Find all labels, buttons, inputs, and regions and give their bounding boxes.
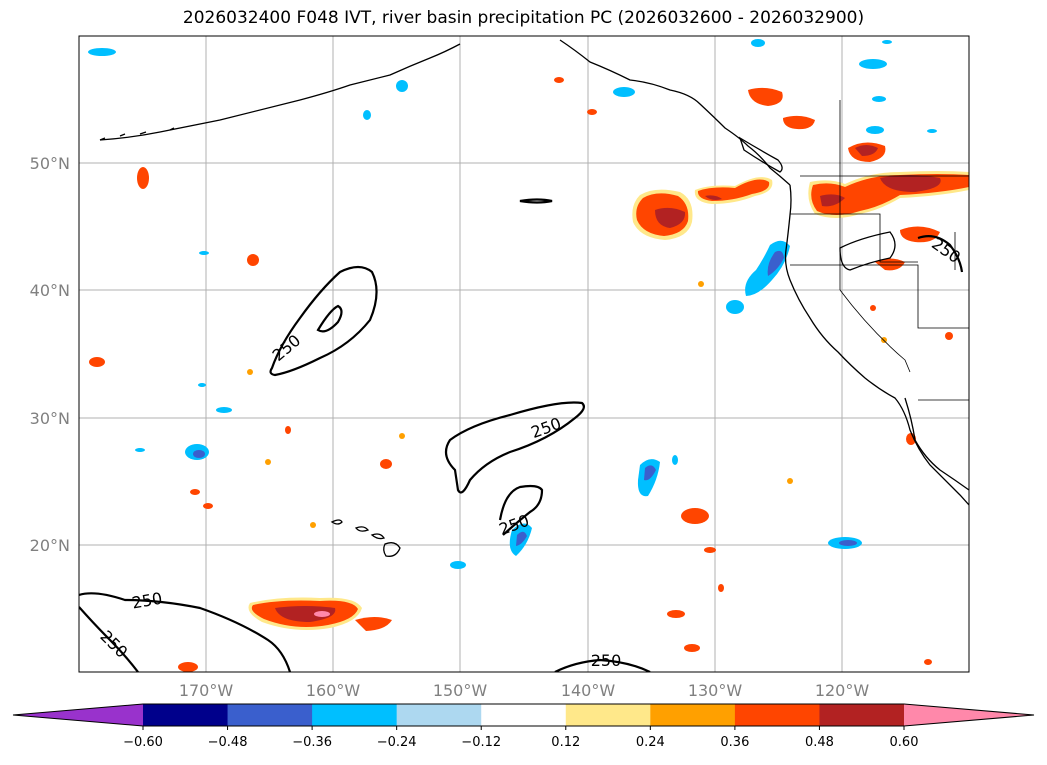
hawaii-big-island [383,542,401,557]
colorbar-tick-label: 0.48 [805,735,834,750]
boundary-ca-nv [839,289,911,373]
ivt-contour-southwest-2 [79,606,139,672]
ivt-contour-east [917,235,964,273]
colorbar-segment [396,704,482,726]
hawaii-maui [370,533,386,540]
colorbar-tick-label: −0.24 [377,735,417,750]
colorbar-tick-label: 0.12 [551,735,580,750]
boundary-or-ca [790,264,969,329]
negative-pc-areas [88,39,937,569]
colorbar-segment [312,704,398,726]
colorbar-segment [481,704,567,726]
interior-lake [839,231,896,271]
lat-label-40: 40°N [30,281,70,300]
baja-coast [904,397,969,491]
hawaii-oahu [354,526,370,532]
ivt-contour-southwest [79,592,292,672]
ivt-contours [79,198,964,672]
lat-label-20: 20°N [30,536,70,555]
colorbar-over-arrow [904,704,1034,726]
plot-background [79,36,969,672]
colorbar-under-arrow [13,704,143,726]
colorbar-tick-label: −0.36 [292,735,332,750]
colorbar-segment [650,704,736,726]
lon-label-120: 120°W [815,681,870,700]
coastlines [99,39,969,557]
vancouver-island [738,136,783,173]
boundary-wa-or [790,213,918,263]
colorbar-tick-label: 0.60 [890,735,919,750]
ivt-contour-north-inner [316,304,343,333]
lon-label-170: 170°W [179,681,234,700]
colorbar-tick-label: −0.12 [461,735,501,750]
colorbar-segment [819,704,905,726]
aleutians [99,127,175,141]
canada-coast [559,39,791,186]
lon-label-150: 150°W [433,681,488,700]
colorbar-segment [143,704,229,726]
boundaries [790,100,969,401]
colorbar-segments [143,704,905,726]
ivt-contour-central [444,401,585,494]
lat-label-50: 50°N [30,154,70,173]
colorbar-tick-label: 0.24 [636,735,665,750]
colorbar: −0.60 −0.48 −0.36 −0.24 −0.12 0.12 0.24 0.36 0.4… [12,703,1035,750]
contour-label-south: 250 [591,651,622,670]
hawaii-kauai [330,519,343,525]
ivt-contour-south [554,658,651,672]
colorbar-tick-label: −0.60 [123,735,163,750]
map-title: 2026032400 F048 IVT, river basin precipi… [182,8,865,28]
us-west-coast [784,184,969,506]
lon-label-130: 130°W [688,681,743,700]
lon-label-160: 160°W [306,681,361,700]
colorbar-segment [227,704,313,726]
alaska-coast [99,43,461,141]
plot-frame [78,35,970,673]
colorbar-ticks: −0.60 −0.48 −0.36 −0.24 −0.12 0.12 0.24 0.36 0.4… [123,726,918,750]
ivt-contour-north [269,265,378,377]
ivt-contour-small [519,198,553,204]
longitude-labels: 170°W 160°W 150°W 140°W 130°W 120°W [179,681,870,700]
colorbar-tick-label: 0.36 [720,735,749,750]
latitude-labels: 50°N 40°N 30°N 20°N [30,154,70,555]
ivt-contour-central-south [498,484,544,536]
lon-label-140: 140°W [561,681,616,700]
colorbar-segment [734,704,820,726]
positive-pc-areas [89,77,969,672]
colorbar-tick-label: −0.48 [208,735,248,750]
colorbar-segment [565,704,651,726]
lat-label-30: 30°N [30,409,70,428]
